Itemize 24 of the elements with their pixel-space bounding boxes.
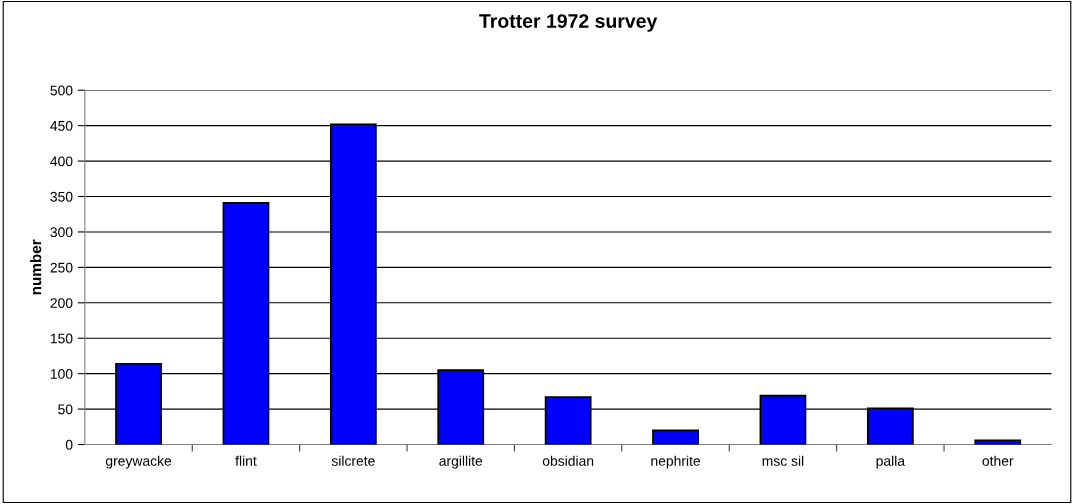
y-tick-label: 450: [50, 120, 73, 131]
y-tick-label: 350: [50, 191, 73, 202]
x-tick-label: flint: [235, 455, 257, 466]
bar: [974, 439, 1022, 445]
y-tick-label: 400: [50, 156, 73, 167]
y-axis-title: number: [30, 239, 42, 295]
chart-title: Trotter 1972 survey: [479, 14, 658, 32]
y-tick-label: 200: [50, 298, 73, 308]
y-tick-label: 50: [58, 404, 73, 415]
y-tick-label: 300: [50, 227, 73, 238]
x-tick-label: argillite: [439, 455, 483, 469]
y-tick-label: 150: [50, 333, 73, 344]
x-tick-label: nephrite: [651, 455, 701, 469]
x-tick-label: silcrete: [331, 455, 375, 466]
x-tick-label: other: [982, 455, 1014, 466]
bar: [652, 429, 699, 445]
x-tick-label: obsidian: [542, 455, 594, 466]
x-tick-label: msc sil: [762, 455, 804, 466]
y-tick-label: 0: [65, 439, 73, 450]
y-tick-label: 250: [50, 262, 73, 273]
x-tick-label: greywacke: [105, 455, 172, 469]
y-tick-label: 100: [50, 369, 73, 379]
x-tick-label: palla: [876, 455, 906, 469]
y-tick-label: 500: [50, 85, 73, 96]
